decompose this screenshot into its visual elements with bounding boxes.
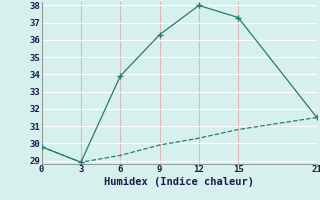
- X-axis label: Humidex (Indice chaleur): Humidex (Indice chaleur): [104, 177, 254, 187]
